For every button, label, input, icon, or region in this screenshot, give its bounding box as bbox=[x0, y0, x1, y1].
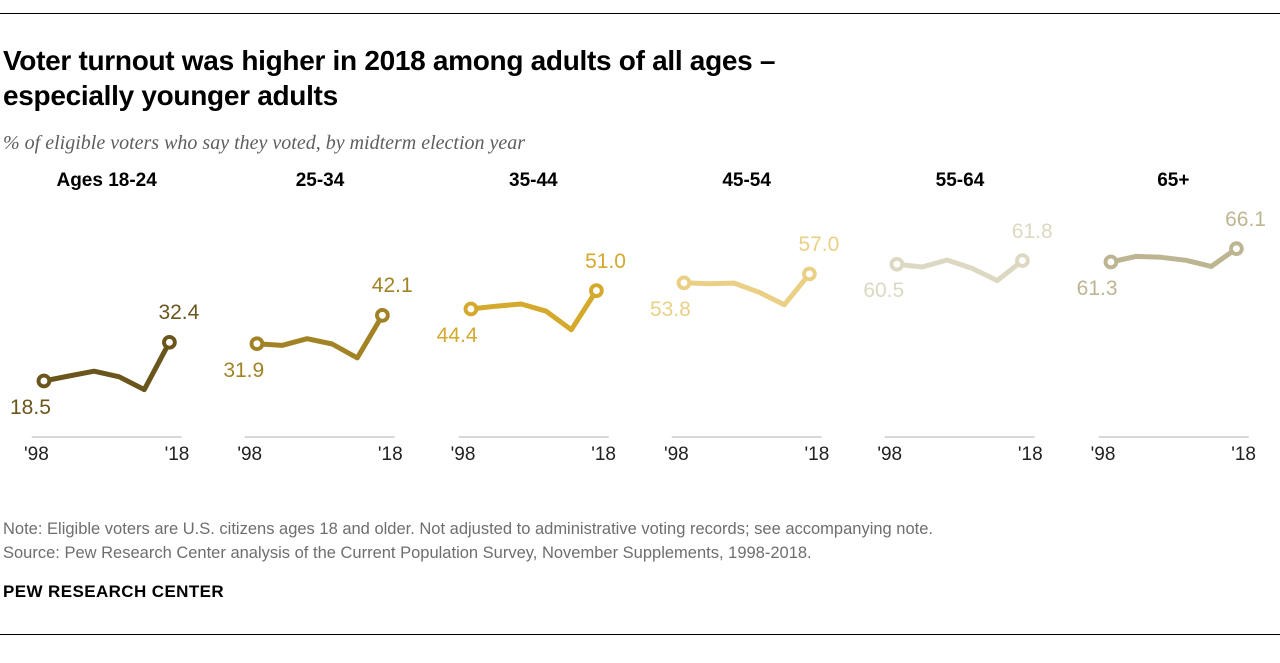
value-label-2018: 61.8 bbox=[1011, 219, 1053, 243]
panel-age-group-3: 45-54 '98 '18 53.8 57.0 bbox=[640, 168, 853, 471]
panel-age-group-5: 65+ '98 '18 61.3 66.1 bbox=[1067, 168, 1280, 471]
bottom-rule bbox=[0, 634, 1280, 635]
value-label-1998: 61.3 bbox=[1076, 276, 1118, 300]
page-title: Voter turnout was higher in 2018 among a… bbox=[3, 43, 1277, 113]
panel-plot bbox=[671, 266, 822, 438]
x-tick-1998: '98 bbox=[1090, 444, 1116, 465]
trend-line bbox=[894, 257, 1026, 284]
value-label-1998: 60.5 bbox=[863, 279, 905, 303]
panel-plot bbox=[884, 253, 1035, 438]
x-tick-2018: '18 bbox=[377, 444, 403, 465]
data-point-1998-marker bbox=[1103, 254, 1118, 270]
panel-plot bbox=[1098, 241, 1249, 438]
panel-plot bbox=[458, 283, 609, 438]
trend-line bbox=[681, 271, 812, 308]
panel-header: 65+ bbox=[1157, 170, 1190, 191]
x-tick-2018: '18 bbox=[1017, 444, 1043, 465]
value-label-1998: 53.8 bbox=[649, 297, 691, 321]
data-point-2018-marker bbox=[1228, 241, 1244, 256]
data-point-1998-marker bbox=[676, 275, 692, 291]
data-point-2018-marker bbox=[802, 266, 817, 282]
pew-chart-card: Voter turnout was higher in 2018 among a… bbox=[0, 13, 1280, 635]
value-label-1998: 44.4 bbox=[436, 323, 478, 347]
x-tick-1998: '98 bbox=[663, 444, 689, 465]
panel-header: 55-64 bbox=[935, 170, 985, 191]
x-axis-labels: '98 '18 bbox=[853, 443, 1066, 471]
value-label-2018: 42.1 bbox=[371, 274, 413, 298]
x-tick-2018: '18 bbox=[591, 444, 616, 465]
x-tick-1998: '98 bbox=[877, 444, 903, 465]
panel-age-group-4: 55-64 '98 '18 60.5 61.8 bbox=[853, 168, 1066, 471]
x-axis-labels: '98 '18 bbox=[427, 443, 640, 471]
value-label-2018: 51.0 bbox=[585, 249, 626, 273]
panel-age-group-2: 35-44 '98 '18 44.4 51.0 bbox=[427, 168, 640, 471]
value-label-1998: 31.9 bbox=[223, 358, 265, 382]
value-label-1998: 18.5 bbox=[10, 395, 51, 419]
x-tick-1998: '98 bbox=[450, 444, 476, 465]
data-point-2018-marker bbox=[162, 334, 177, 350]
panels-row: Ages 18-24 '98 '18 18.5 32.4 25-34 '98 '18 31.9 4… bbox=[0, 168, 1280, 471]
panel-header: 35-44 bbox=[509, 170, 558, 191]
data-point-1998-marker bbox=[36, 373, 52, 389]
x-tick-1998: '98 bbox=[24, 444, 49, 465]
x-axis-labels: '98 '18 bbox=[213, 443, 426, 471]
trend-line bbox=[41, 339, 172, 393]
data-point-1998-marker bbox=[463, 301, 478, 317]
panel-header: 25-34 bbox=[295, 170, 345, 191]
x-axis-labels: '98 '18 bbox=[0, 443, 213, 471]
title-line1: Voter turnout was higher in 2018 among a… bbox=[3, 45, 776, 76]
trend-line bbox=[254, 312, 386, 361]
panel-plot bbox=[244, 308, 395, 438]
x-tick-2018: '18 bbox=[164, 444, 190, 465]
brand-logo-text: PEW RESEARCH CENTER bbox=[3, 582, 225, 601]
x-axis-labels: '98 '18 bbox=[1067, 443, 1280, 471]
title-line2: especially younger adults bbox=[3, 80, 338, 111]
x-tick-2018: '18 bbox=[1231, 444, 1256, 465]
panel-age-group-0: Ages 18-24 '98 '18 18.5 32.4 bbox=[0, 168, 213, 471]
panel-header: Ages 18-24 bbox=[56, 170, 157, 191]
panel-age-group-1: 25-34 '98 '18 31.9 42.1 bbox=[213, 168, 426, 471]
data-point-1998-marker bbox=[889, 256, 905, 272]
note-block: Note: Eligible voters are U.S. citizens … bbox=[3, 517, 1277, 565]
panel-plot bbox=[31, 334, 182, 438]
data-point-2018-marker bbox=[375, 308, 391, 323]
trend-line bbox=[468, 288, 599, 333]
panel-header: 45-54 bbox=[722, 170, 771, 191]
trend-line bbox=[1108, 246, 1239, 269]
chart-subtitle: % of eligible voters who say they voted,… bbox=[3, 132, 526, 154]
x-tick-1998: '98 bbox=[237, 444, 263, 465]
x-axis-labels: '98 '18 bbox=[640, 443, 853, 471]
value-label-2018: 32.4 bbox=[158, 301, 200, 325]
data-point-2018-marker bbox=[1015, 253, 1031, 268]
note-text: Note: Eligible voters are U.S. citizens … bbox=[3, 520, 934, 538]
value-label-2018: 66.1 bbox=[1225, 207, 1266, 231]
data-point-2018-marker bbox=[588, 283, 604, 298]
value-label-2018: 57.0 bbox=[798, 232, 840, 256]
top-rule bbox=[0, 13, 1280, 14]
x-tick-2018: '18 bbox=[804, 444, 830, 465]
data-point-1998-marker bbox=[249, 336, 265, 352]
source-text: Source: Pew Research Center analysis of … bbox=[3, 544, 812, 562]
